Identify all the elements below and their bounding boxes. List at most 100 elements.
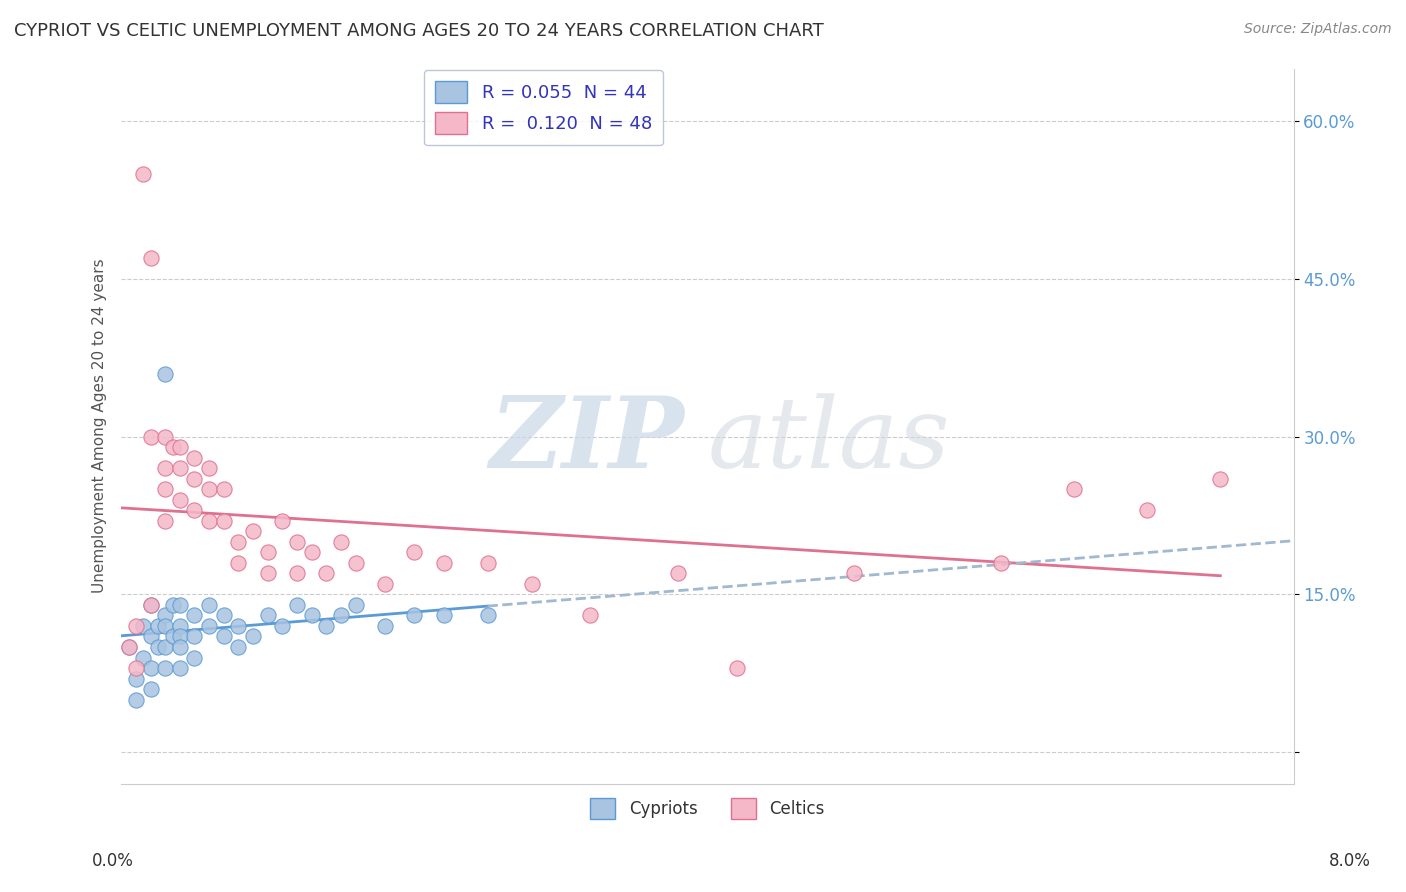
Point: [139, 630, 162, 644]
Point: [212, 482, 235, 496]
Point: [228, 556, 250, 570]
Point: [1063, 482, 1085, 496]
Point: [990, 556, 1012, 570]
Point: [169, 640, 191, 654]
Point: [212, 514, 235, 528]
Point: [169, 619, 191, 633]
Point: [433, 556, 456, 570]
Point: [153, 367, 176, 381]
Point: [125, 661, 148, 675]
Point: [666, 566, 689, 581]
Point: [344, 598, 367, 612]
Point: [153, 661, 176, 675]
Point: [285, 598, 308, 612]
Point: [153, 514, 176, 528]
Point: [125, 672, 148, 686]
Text: CYPRIOT VS CELTIC UNEMPLOYMENT AMONG AGES 20 TO 24 YEARS CORRELATION CHART: CYPRIOT VS CELTIC UNEMPLOYMENT AMONG AGE…: [14, 22, 824, 40]
Point: [301, 608, 323, 623]
Point: [228, 619, 250, 633]
Point: [162, 440, 184, 454]
Point: [315, 619, 337, 633]
Point: [132, 650, 155, 665]
Point: [139, 598, 162, 612]
Point: [242, 630, 264, 644]
Point: [153, 482, 176, 496]
Point: [520, 577, 543, 591]
Point: [132, 619, 155, 633]
Point: [477, 556, 499, 570]
Legend: Cypriots, Celtics: Cypriots, Celtics: [583, 792, 831, 825]
Point: [153, 608, 176, 623]
Point: [330, 608, 353, 623]
Point: [198, 482, 221, 496]
Point: [153, 430, 176, 444]
Point: [183, 608, 205, 623]
Point: [132, 167, 155, 181]
Y-axis label: Unemployment Among Ages 20 to 24 years: Unemployment Among Ages 20 to 24 years: [93, 259, 107, 593]
Point: [404, 608, 426, 623]
Point: [183, 472, 205, 486]
Point: [169, 440, 191, 454]
Point: [212, 630, 235, 644]
Point: [285, 534, 308, 549]
Point: [139, 430, 162, 444]
Point: [125, 619, 148, 633]
Point: [183, 503, 205, 517]
Point: [256, 545, 278, 559]
Point: [228, 534, 250, 549]
Point: [169, 661, 191, 675]
Point: [315, 566, 337, 581]
Text: Source: ZipAtlas.com: Source: ZipAtlas.com: [1244, 22, 1392, 37]
Point: [285, 566, 308, 581]
Point: [169, 461, 191, 475]
Point: [256, 608, 278, 623]
Point: [477, 608, 499, 623]
Point: [169, 598, 191, 612]
Point: [374, 577, 396, 591]
Point: [433, 608, 456, 623]
Point: [725, 661, 748, 675]
Point: [198, 461, 221, 475]
Point: [162, 598, 184, 612]
Point: [169, 492, 191, 507]
Point: [183, 630, 205, 644]
Point: [162, 630, 184, 644]
Point: [198, 619, 221, 633]
Point: [212, 608, 235, 623]
Point: [198, 514, 221, 528]
Point: [183, 650, 205, 665]
Text: atlas: atlas: [707, 392, 950, 488]
Point: [139, 251, 162, 265]
Point: [153, 461, 176, 475]
Point: [1136, 503, 1159, 517]
Point: [153, 619, 176, 633]
Point: [183, 450, 205, 465]
Point: [301, 545, 323, 559]
Point: [146, 640, 169, 654]
Point: [125, 692, 148, 706]
Point: [228, 640, 250, 654]
Text: 8.0%: 8.0%: [1329, 852, 1371, 870]
Point: [374, 619, 396, 633]
Point: [146, 619, 169, 633]
Point: [117, 640, 139, 654]
Point: [198, 598, 221, 612]
Text: 0.0%: 0.0%: [91, 852, 134, 870]
Point: [330, 534, 353, 549]
Point: [169, 630, 191, 644]
Point: [256, 566, 278, 581]
Point: [242, 524, 264, 539]
Point: [344, 556, 367, 570]
Point: [139, 682, 162, 697]
Point: [842, 566, 865, 581]
Point: [139, 598, 162, 612]
Point: [271, 514, 294, 528]
Point: [271, 619, 294, 633]
Point: [579, 608, 602, 623]
Point: [153, 640, 176, 654]
Text: ZIP: ZIP: [489, 392, 683, 489]
Point: [404, 545, 426, 559]
Point: [117, 640, 139, 654]
Point: [1209, 472, 1232, 486]
Point: [139, 661, 162, 675]
